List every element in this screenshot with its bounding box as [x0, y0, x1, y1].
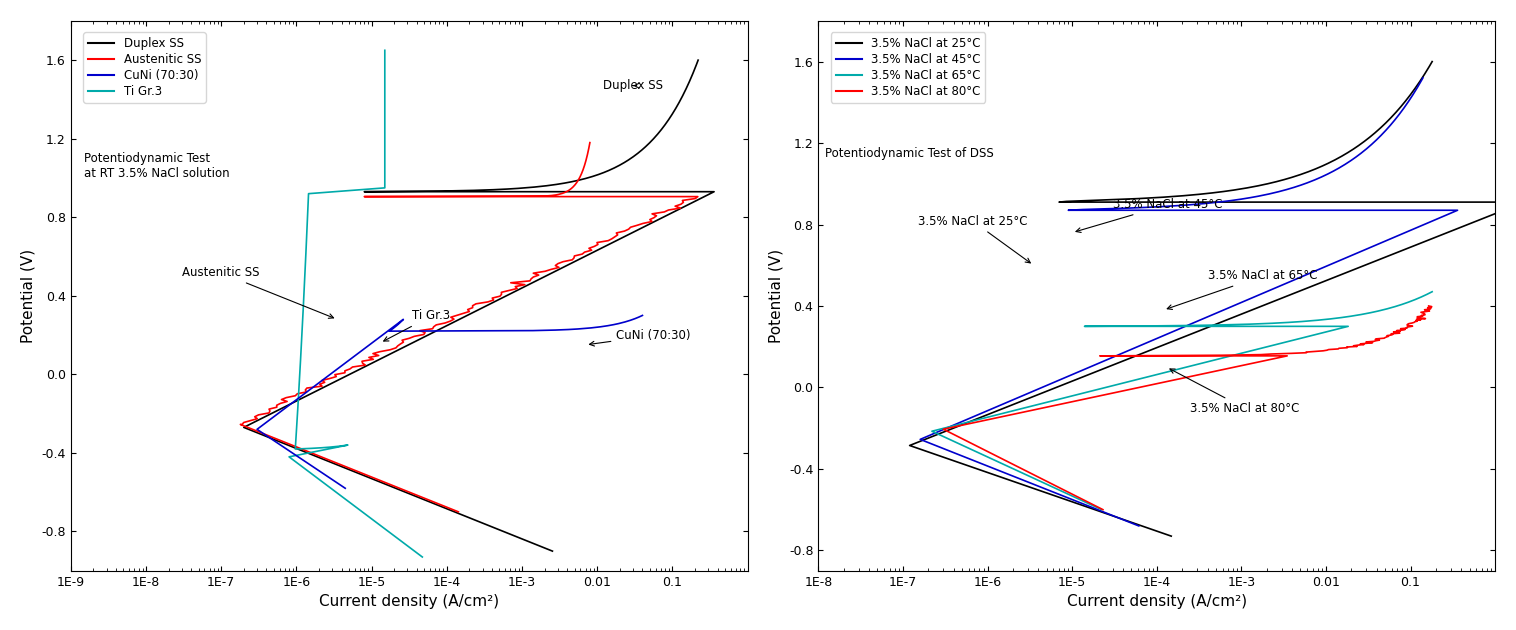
Text: Potentiodynamic Test
at RT 3.5% NaCl solution: Potentiodynamic Test at RT 3.5% NaCl sol…: [83, 152, 229, 180]
Text: Potentiodynamic Test of DSS: Potentiodynamic Test of DSS: [825, 147, 994, 160]
Text: 3.5% NaCl at 25°C: 3.5% NaCl at 25°C: [917, 214, 1031, 263]
Text: 3.5% NaCl at 45°C: 3.5% NaCl at 45°C: [1076, 198, 1222, 232]
Legend: Duplex SS, Austenitic SS, CuNi (70:30), Ti Gr.3: Duplex SS, Austenitic SS, CuNi (70:30), …: [83, 32, 206, 103]
Y-axis label: Potential (V): Potential (V): [769, 249, 784, 343]
Text: Duplex SS: Duplex SS: [603, 79, 662, 92]
Text: 3.5% NaCl at 65°C: 3.5% NaCl at 65°C: [1167, 270, 1317, 309]
Text: Ti Gr.3: Ti Gr.3: [384, 309, 450, 341]
X-axis label: Current density (A/cm²): Current density (A/cm²): [1067, 594, 1246, 609]
X-axis label: Current density (A/cm²): Current density (A/cm²): [318, 594, 499, 609]
Y-axis label: Potential (V): Potential (V): [21, 249, 36, 343]
Legend: 3.5% NaCl at 25°C, 3.5% NaCl at 45°C, 3.5% NaCl at 65°C, 3.5% NaCl at 80°C: 3.5% NaCl at 25°C, 3.5% NaCl at 45°C, 3.…: [831, 32, 985, 103]
Text: 3.5% NaCl at 80°C: 3.5% NaCl at 80°C: [1170, 369, 1299, 415]
Text: CuNi (70:30): CuNi (70:30): [590, 329, 691, 346]
Text: Austenitic SS: Austenitic SS: [182, 266, 334, 318]
